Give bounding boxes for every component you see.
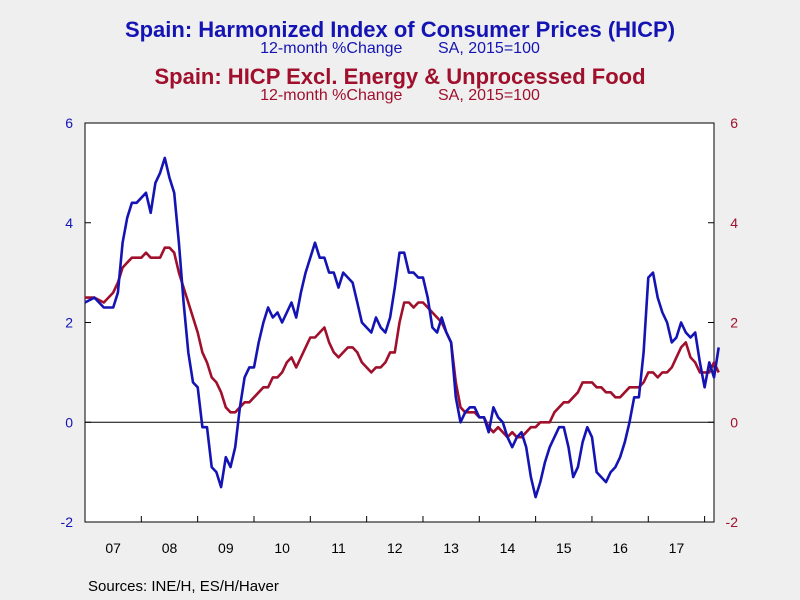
hicp-series-line: [84, 156, 720, 499]
x-tick-label: 12: [387, 540, 403, 556]
y-left-tick-label: 2: [65, 315, 73, 331]
y-right-tick-label: 6: [730, 115, 738, 131]
x-tick-label: 10: [274, 540, 290, 556]
chart-title-secondary: Spain: HICP Excl. Energy & Unprocessed F…: [154, 64, 646, 89]
y-left-tick-label: 0: [65, 414, 73, 430]
x-tick-label: 15: [556, 540, 572, 556]
y-left-tick-label: 6: [65, 115, 73, 131]
x-tick-label: 16: [612, 540, 628, 556]
x-tick-label: 13: [443, 540, 459, 556]
x-tick-label: 08: [162, 540, 178, 556]
y-left-tick-label: 4: [65, 215, 73, 231]
source-note: Sources: INE/H, ES/H/Haver: [88, 578, 279, 595]
chart-subtitle: 12-month %Change SA, 2015=100: [260, 40, 540, 57]
chart-title: Spain: Harmonized Index of Consumer Pric…: [124, 17, 676, 42]
y-right-tick-label: 4: [730, 215, 738, 231]
chart-subtitle-secondary: 12-month %Change SA, 2015=100: [260, 87, 540, 104]
y-left-tick-label: -2: [61, 514, 74, 530]
y-right-tick-label: -2: [726, 514, 739, 530]
x-tick-label: 09: [218, 540, 234, 556]
y-right-tick-label: 2: [730, 315, 738, 331]
y-right-tick-label: 0: [730, 414, 738, 430]
x-tick-label: 07: [105, 540, 121, 556]
hicp-core-series-line: [85, 246, 720, 439]
x-tick-label: 17: [669, 540, 685, 556]
x-tick-label: 14: [500, 540, 516, 556]
x-tick-label: 11: [331, 540, 346, 556]
